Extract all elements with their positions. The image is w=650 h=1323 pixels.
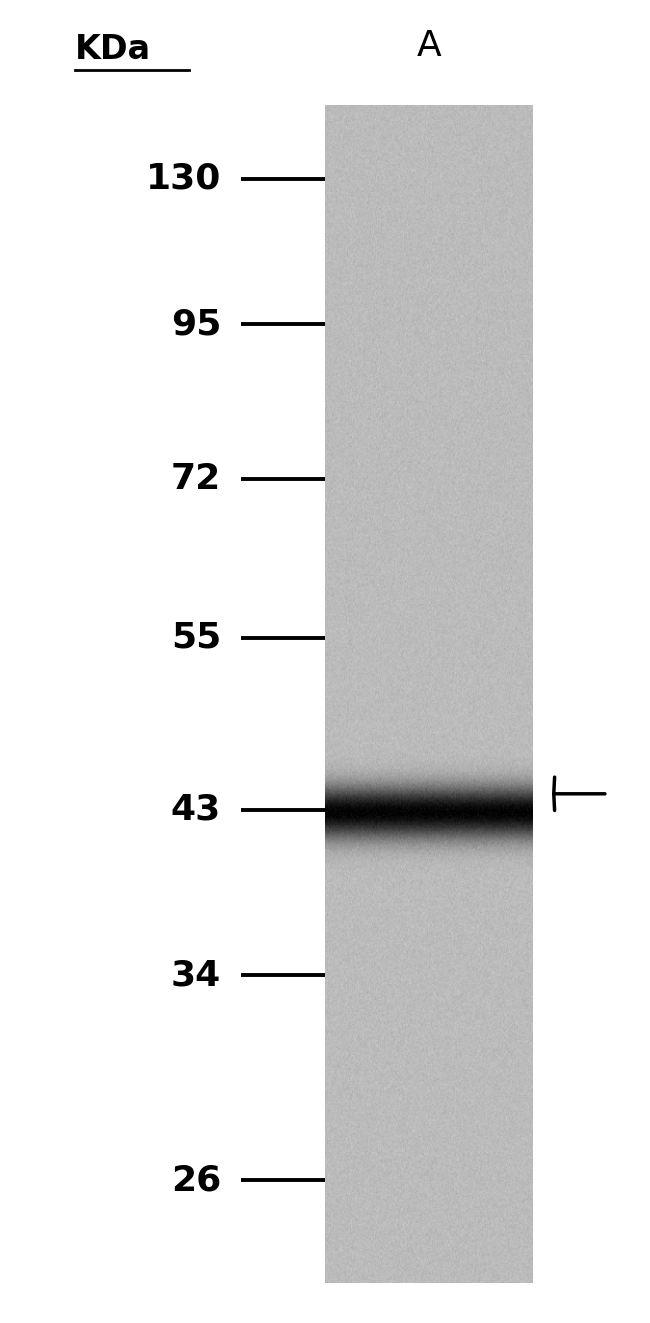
Text: 95: 95 <box>171 307 221 341</box>
Text: 34: 34 <box>171 958 221 992</box>
Text: KDa: KDa <box>75 33 151 66</box>
Text: 130: 130 <box>146 161 221 196</box>
Text: 72: 72 <box>171 462 221 496</box>
Text: 55: 55 <box>171 620 221 655</box>
Text: A: A <box>417 29 441 64</box>
Text: 43: 43 <box>171 792 221 827</box>
Text: 26: 26 <box>171 1163 221 1197</box>
